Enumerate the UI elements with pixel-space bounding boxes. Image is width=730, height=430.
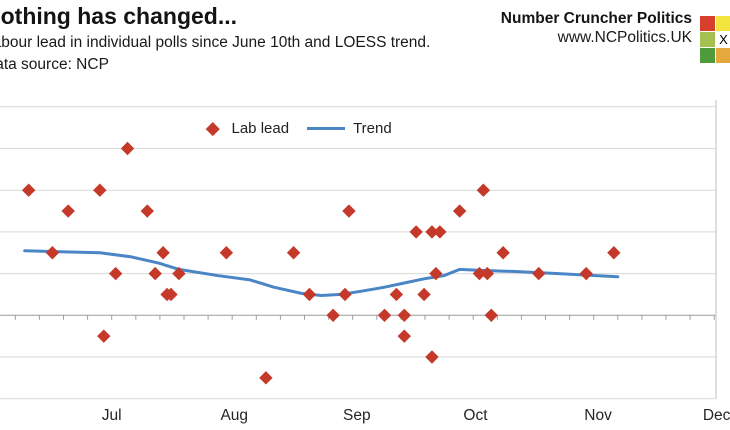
ncp-logo-icon: X bbox=[700, 16, 730, 63]
logo-square: X bbox=[716, 32, 730, 47]
logo-square bbox=[716, 48, 730, 63]
logo-square bbox=[716, 16, 730, 31]
data-point-diamond bbox=[302, 287, 317, 302]
data-point-diamond bbox=[140, 204, 154, 218]
data-point-diamond bbox=[484, 308, 498, 322]
data-point-diamond bbox=[417, 287, 431, 302]
chart-header: Nothing has changed... Labour lead in in… bbox=[0, 3, 430, 75]
data-point-diamond bbox=[326, 308, 340, 322]
data-point-diamond bbox=[496, 246, 510, 260]
x-axis-label: Sep bbox=[343, 407, 371, 424]
data-point-diamond bbox=[164, 287, 178, 302]
chart-subtitle: Labour lead in individual polls since Ju… bbox=[0, 33, 431, 51]
x-axis-label: Oct bbox=[463, 407, 488, 424]
data-point-diamond bbox=[433, 225, 447, 239]
legend-label-trend: Trend bbox=[353, 120, 392, 137]
x-axis-label: Jul bbox=[102, 407, 122, 424]
x-axis-label: Nov bbox=[584, 407, 612, 424]
data-point-diamond bbox=[425, 225, 439, 239]
data-point-diamond bbox=[452, 204, 467, 218]
data-point-diamond bbox=[425, 350, 439, 364]
chart-legend: Lab lead Trend bbox=[206, 120, 392, 137]
data-point-diamond bbox=[476, 183, 491, 197]
data-point-diamond bbox=[342, 204, 356, 218]
branding-block: Number Cruncher Politics www.NCPolitics.… bbox=[501, 9, 692, 49]
data-point-diamond bbox=[45, 246, 60, 260]
data-point-diamond bbox=[377, 308, 392, 322]
data-point-diamond bbox=[286, 246, 301, 260]
data-point-diamond bbox=[472, 266, 487, 281]
data-point-diamond bbox=[338, 287, 352, 302]
data-point-diamond bbox=[532, 266, 546, 281]
logo-x-mark: X bbox=[719, 32, 728, 47]
data-point-diamond bbox=[219, 246, 234, 260]
data-point-diamond bbox=[156, 246, 170, 260]
lab-lead-marker-icon bbox=[206, 121, 220, 136]
data-point-diamond bbox=[579, 266, 593, 281]
page-title: Nothing has changed... bbox=[0, 3, 238, 29]
data-point-diamond bbox=[108, 266, 123, 281]
logo-square bbox=[700, 32, 715, 47]
data-point-diamond bbox=[120, 141, 135, 156]
logo-square bbox=[700, 16, 715, 31]
data-point-diamond bbox=[61, 204, 75, 218]
brand-url-link[interactable]: www.NCPolitics.UK bbox=[557, 29, 692, 47]
data-source-note: Data source: NCP bbox=[0, 56, 109, 74]
data-point-diamond bbox=[97, 329, 111, 343]
data-point-diamond bbox=[93, 183, 107, 197]
x-axis-label: Aug bbox=[220, 407, 248, 424]
data-point-diamond bbox=[607, 246, 621, 260]
data-point-diamond bbox=[148, 266, 162, 281]
logo-square bbox=[700, 48, 715, 63]
data-point-diamond bbox=[389, 287, 404, 302]
trend-line-swatch-icon bbox=[307, 127, 346, 130]
data-point-diamond bbox=[397, 308, 411, 322]
x-axis-label: Dec bbox=[703, 407, 730, 424]
legend-label-lab-lead: Lab lead bbox=[231, 120, 290, 137]
data-point-diamond bbox=[397, 329, 411, 343]
data-point-diamond bbox=[429, 266, 443, 281]
data-point-diamond bbox=[21, 183, 36, 197]
trend-line bbox=[23, 249, 620, 297]
data-point-diamond bbox=[480, 266, 495, 281]
brand-name: Number Cruncher Politics bbox=[500, 10, 692, 27]
data-point-diamond bbox=[259, 371, 273, 385]
data-point-diamond bbox=[409, 225, 423, 239]
data-point-diamond bbox=[172, 266, 186, 281]
